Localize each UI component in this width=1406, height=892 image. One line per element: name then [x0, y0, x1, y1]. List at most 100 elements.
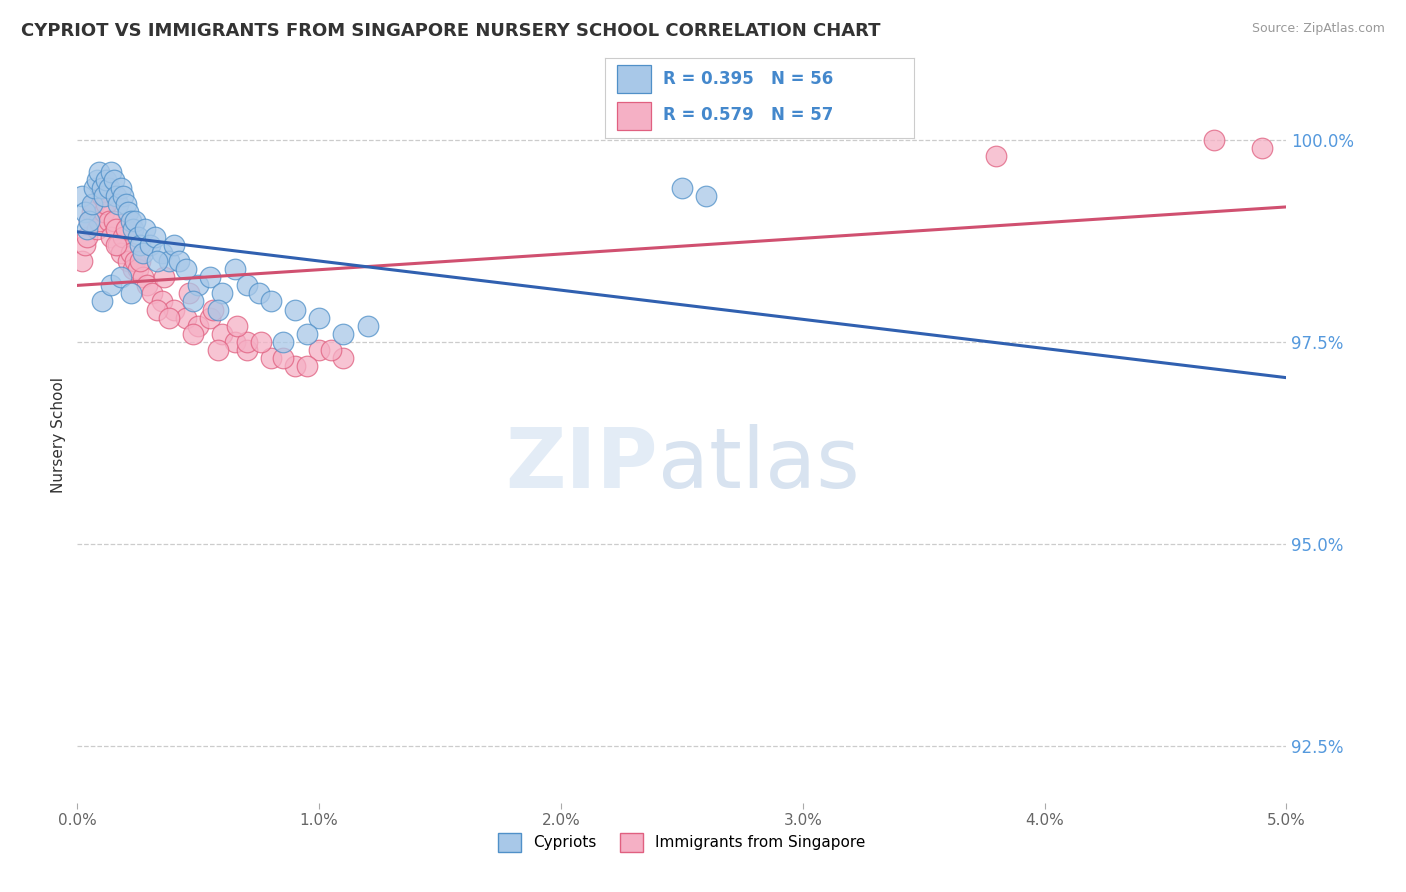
- Point: [235, 334, 257, 349]
- Point: [96, 197, 118, 211]
- Point: [235, 343, 257, 357]
- Point: [110, 246, 132, 260]
- Point: [201, 302, 224, 317]
- Point: [87, 165, 110, 179]
- Point: [112, 189, 135, 203]
- Point: [87, 213, 110, 227]
- Point: [114, 197, 136, 211]
- Point: [120, 213, 142, 227]
- Point: [224, 334, 246, 349]
- Point: [157, 310, 180, 325]
- Point: [163, 302, 186, 317]
- Point: [141, 286, 163, 301]
- Point: [174, 310, 197, 325]
- Point: [150, 294, 173, 309]
- Point: [93, 205, 115, 219]
- Point: [86, 173, 108, 187]
- Point: [177, 286, 200, 301]
- Point: [295, 326, 318, 341]
- Text: CYPRIOT VS IMMIGRANTS FROM SINGAPORE NURSERY SCHOOL CORRELATION CHART: CYPRIOT VS IMMIGRANTS FROM SINGAPORE NUR…: [21, 22, 880, 40]
- Point: [73, 205, 96, 219]
- Point: [207, 343, 229, 357]
- Point: [187, 278, 209, 293]
- Point: [271, 351, 294, 365]
- Point: [127, 262, 149, 277]
- Point: [100, 229, 122, 244]
- Point: [284, 302, 307, 317]
- Point: [211, 286, 233, 301]
- Point: [986, 149, 1008, 163]
- Point: [131, 246, 153, 260]
- Point: [200, 270, 222, 285]
- Point: [117, 254, 139, 268]
- Point: [120, 246, 142, 260]
- Point: [183, 326, 205, 341]
- Point: [183, 294, 205, 309]
- Point: [122, 262, 145, 277]
- Point: [139, 237, 162, 252]
- Point: [97, 213, 120, 227]
- Point: [129, 237, 152, 252]
- Point: [187, 318, 209, 333]
- Point: [131, 270, 153, 285]
- Point: [1251, 141, 1274, 155]
- Point: [332, 326, 354, 341]
- Point: [247, 286, 270, 301]
- Point: [146, 254, 169, 268]
- Point: [235, 278, 257, 293]
- Point: [163, 237, 186, 252]
- Point: [207, 302, 229, 317]
- Point: [146, 302, 169, 317]
- Point: [97, 181, 120, 195]
- Point: [110, 181, 132, 195]
- Point: [83, 181, 105, 195]
- Point: [114, 221, 136, 235]
- Point: [79, 213, 101, 227]
- Text: Source: ZipAtlas.com: Source: ZipAtlas.com: [1251, 22, 1385, 36]
- Point: [260, 294, 283, 309]
- Text: R = 0.579   N = 57: R = 0.579 N = 57: [664, 106, 834, 124]
- Point: [112, 229, 135, 244]
- Point: [695, 189, 717, 203]
- Point: [100, 278, 122, 293]
- Point: [136, 278, 159, 293]
- Point: [671, 181, 693, 195]
- Point: [107, 197, 129, 211]
- Point: [167, 254, 190, 268]
- Point: [157, 254, 180, 268]
- Point: [105, 189, 128, 203]
- Point: [153, 270, 176, 285]
- Point: [110, 270, 132, 285]
- Point: [73, 237, 96, 252]
- Point: [96, 173, 118, 187]
- Point: [260, 351, 283, 365]
- Point: [143, 229, 166, 244]
- Text: atlas: atlas: [658, 424, 859, 505]
- Point: [90, 181, 112, 195]
- Text: ZIP: ZIP: [505, 424, 658, 505]
- Point: [124, 213, 146, 227]
- Point: [295, 359, 318, 373]
- Point: [86, 221, 108, 235]
- Point: [211, 326, 233, 341]
- Point: [80, 197, 103, 211]
- Point: [90, 189, 112, 203]
- Point: [226, 318, 249, 333]
- Point: [308, 343, 330, 357]
- Point: [70, 254, 93, 268]
- Point: [83, 197, 105, 211]
- Point: [93, 189, 115, 203]
- Legend: Cypriots, Immigrants from Singapore: Cypriots, Immigrants from Singapore: [492, 827, 872, 858]
- Point: [134, 221, 156, 235]
- Point: [271, 334, 294, 349]
- Point: [284, 359, 307, 373]
- Point: [76, 229, 98, 244]
- Point: [200, 310, 222, 325]
- Point: [356, 318, 378, 333]
- Point: [105, 237, 128, 252]
- Point: [129, 254, 152, 268]
- Point: [100, 165, 122, 179]
- Bar: [617, 65, 651, 94]
- Point: [174, 262, 197, 277]
- Point: [103, 173, 125, 187]
